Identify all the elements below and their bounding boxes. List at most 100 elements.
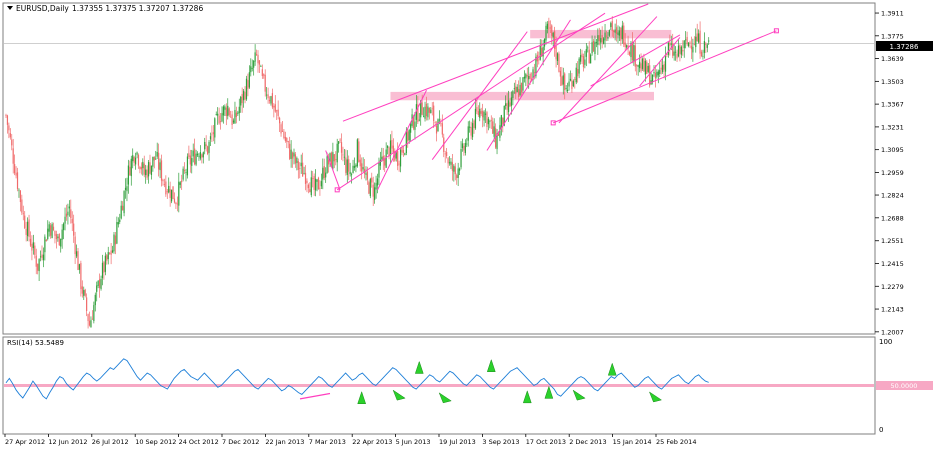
- candle-bull: [326, 156, 328, 173]
- candle-bull: [664, 56, 667, 72]
- candle-bull: [389, 140, 392, 156]
- candle-bull: [590, 54, 592, 64]
- candle-bull: [63, 223, 65, 231]
- candle-bull: [332, 152, 334, 169]
- candle-bull: [375, 182, 377, 190]
- anchor-point: [550, 120, 556, 126]
- candle-bear: [454, 166, 456, 175]
- candle-bear: [140, 167, 142, 170]
- candle-bull: [415, 104, 417, 120]
- candle-bear: [384, 158, 386, 166]
- candle-bear: [19, 190, 21, 203]
- candle-bull: [519, 84, 521, 96]
- collapse-arrow-icon[interactable]: [7, 6, 13, 10]
- candle-bull: [300, 162, 302, 167]
- candle-bull: [379, 159, 381, 166]
- candle-bull: [75, 251, 78, 257]
- candle-bull: [310, 177, 312, 196]
- candle-bear: [304, 172, 307, 184]
- candle-bull: [469, 126, 471, 128]
- candle-bull: [378, 162, 380, 178]
- candle-bull: [120, 205, 122, 219]
- candle-bear: [555, 46, 557, 60]
- candle-bull: [356, 139, 358, 167]
- candle-bull: [430, 109, 432, 114]
- candle-bull: [603, 38, 605, 44]
- candle-bear: [624, 42, 626, 48]
- candle-bear: [571, 80, 573, 90]
- candle-bull: [325, 172, 327, 178]
- candle-bull: [385, 149, 387, 168]
- candle-bear: [480, 111, 482, 114]
- candle-bear: [188, 153, 190, 157]
- price-axis-tick-label: 1.2959: [881, 169, 904, 177]
- candle-bear: [81, 286, 83, 294]
- time-axis-tick-label: 2 Dec 2013: [569, 438, 606, 446]
- price-panel-frame: [2, 2, 876, 335]
- price-axis-tick-label: 1.3095: [881, 146, 904, 154]
- candle-bear: [392, 145, 394, 152]
- candle-bull: [27, 221, 29, 237]
- candle-bear: [313, 175, 315, 190]
- candle-bull: [542, 46, 544, 57]
- candle-bear: [307, 184, 309, 189]
- anchor-point: [334, 187, 340, 193]
- candle-bear: [257, 54, 259, 64]
- candle-bear: [660, 67, 662, 70]
- candle-bull: [204, 141, 206, 150]
- candle-bull: [474, 108, 477, 129]
- candle-bear: [605, 35, 608, 37]
- price-axis-tick-label: 1.3367: [881, 101, 904, 109]
- candle-bear: [634, 45, 636, 67]
- candle-bear: [451, 162, 453, 171]
- candle-bull: [507, 100, 510, 113]
- candle-bull: [222, 106, 225, 116]
- price-axis-tick-label: 1.3775: [881, 32, 904, 40]
- candle-bull: [44, 236, 46, 253]
- candle-bear: [335, 159, 337, 161]
- candle-bear: [327, 159, 330, 165]
- candle-bear: [613, 30, 615, 33]
- rsi-axis-tick-100: 100: [879, 338, 892, 346]
- candle-bull: [61, 229, 63, 240]
- candle-bull: [405, 130, 407, 154]
- rsi-signal-arrow: [486, 358, 496, 372]
- candle-bull: [466, 143, 468, 145]
- candle-bear: [654, 72, 657, 79]
- candle-bear: [689, 42, 691, 44]
- candle-bull: [57, 236, 59, 239]
- candle-bear: [368, 182, 370, 194]
- current-price-label: 1.37286: [890, 43, 919, 51]
- candle-bear: [228, 108, 230, 116]
- candle-bear: [205, 144, 207, 147]
- rsi-level-label: 50.0000: [891, 382, 918, 390]
- candle-bull: [528, 76, 530, 80]
- candle-bull: [215, 114, 217, 116]
- candle-bear: [434, 121, 436, 123]
- candle-bull: [338, 141, 340, 144]
- candle-bear: [274, 104, 276, 112]
- candle-bull: [578, 58, 580, 74]
- candle-bear: [682, 49, 684, 52]
- candle-bear: [456, 175, 458, 179]
- candle-bear: [402, 150, 405, 154]
- candle-bear: [169, 189, 171, 199]
- candle-bull: [667, 42, 669, 55]
- candle-bull: [315, 178, 317, 191]
- candle-bull: [168, 185, 170, 193]
- candle-bear: [77, 251, 79, 270]
- candle-bear: [435, 125, 438, 134]
- fan-line-4: [558, 16, 658, 124]
- candle-bear: [548, 20, 550, 31]
- candle-bull: [127, 165, 129, 185]
- candle-bear: [339, 139, 341, 141]
- candle-bull: [104, 255, 106, 272]
- candle-bear: [24, 215, 26, 229]
- candle-bear: [359, 159, 361, 167]
- candle-bear: [490, 120, 492, 122]
- current-price-tag: [876, 41, 933, 51]
- candle-bull: [38, 259, 40, 272]
- candle-bear: [183, 170, 186, 171]
- candle-bear: [28, 219, 30, 238]
- candle-bull: [618, 30, 621, 36]
